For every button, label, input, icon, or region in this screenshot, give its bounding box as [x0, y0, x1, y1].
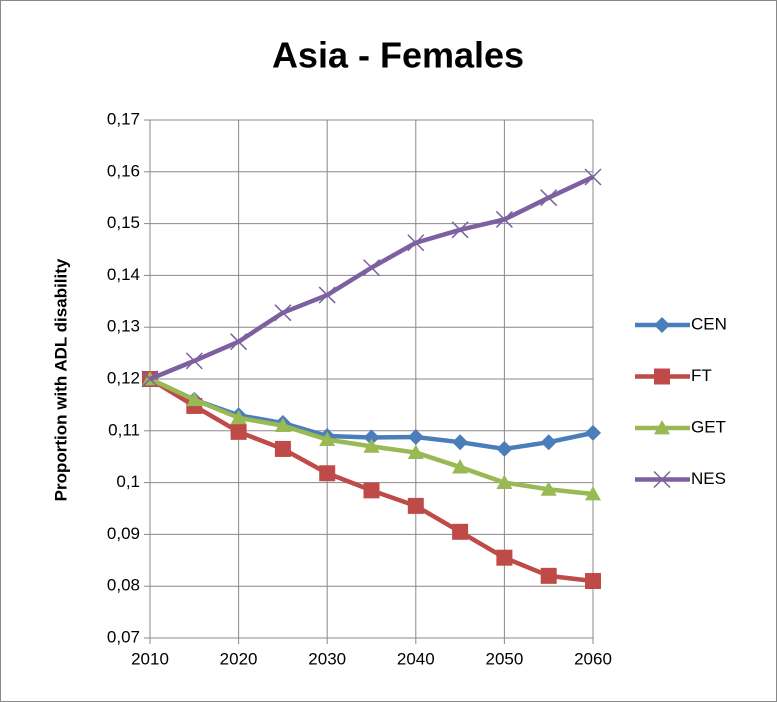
legend-marker [654, 368, 670, 385]
marker [496, 440, 513, 457]
legend-label: NES [691, 469, 726, 488]
marker [274, 304, 292, 322]
marker [362, 259, 381, 277]
marker [185, 352, 203, 370]
marker [407, 497, 424, 514]
marker [363, 438, 380, 453]
x-tick-label: 2040 [397, 649, 435, 668]
marker [319, 465, 336, 482]
marker [407, 444, 424, 459]
legend-label: FT [691, 366, 712, 385]
x-tick-label: 2020 [220, 649, 258, 668]
marker [230, 423, 247, 440]
y-tick-label: 0,1 [116, 472, 140, 491]
marker [452, 434, 469, 451]
y-tick-label: 0,07 [107, 627, 140, 646]
legend-label: CEN [691, 314, 727, 333]
marker [584, 168, 602, 186]
y-tick-label: 0,08 [107, 576, 140, 595]
legend-marker [653, 470, 671, 489]
marker [495, 210, 513, 228]
marker [363, 429, 380, 446]
marker [585, 424, 601, 441]
x-tick-label: 2010 [131, 649, 169, 668]
y-tick-label: 0,17 [107, 109, 140, 128]
marker [540, 567, 557, 584]
marker [540, 481, 557, 496]
marker [496, 549, 513, 566]
x-tick-label: 2050 [485, 649, 523, 668]
y-tick-label: 0,12 [107, 368, 140, 387]
y-axis-label: Proportion with ADL disability [51, 258, 70, 501]
y-tick-label: 0,13 [107, 317, 140, 336]
x-tick-label: 2030 [308, 649, 346, 668]
y-tick-label: 0,16 [107, 161, 140, 180]
legend-label: GET [691, 417, 726, 436]
marker [540, 434, 557, 451]
marker [585, 573, 601, 590]
chart-title: Asia - Females [272, 35, 524, 76]
y-tick-label: 0,14 [107, 265, 140, 284]
y-tick-label: 0,15 [107, 213, 140, 232]
marker [274, 417, 291, 433]
marker [407, 234, 425, 252]
marker [141, 370, 159, 388]
marker [540, 189, 558, 207]
x-tick-label: 2060 [574, 649, 612, 668]
marker [407, 429, 424, 446]
marker [585, 485, 601, 501]
marker [452, 523, 469, 540]
marker [363, 482, 380, 499]
marker [230, 333, 248, 351]
y-tick-label: 0,11 [108, 420, 140, 439]
marker [230, 409, 247, 425]
marker [452, 459, 469, 474]
marker [186, 391, 203, 407]
marker [318, 286, 336, 304]
y-tick-label: 0,09 [107, 524, 140, 543]
marker [451, 221, 469, 239]
marker [319, 431, 336, 447]
legend-marker [654, 317, 670, 333]
marker [274, 440, 291, 457]
marker [496, 474, 513, 489]
legend-marker [654, 420, 670, 435]
